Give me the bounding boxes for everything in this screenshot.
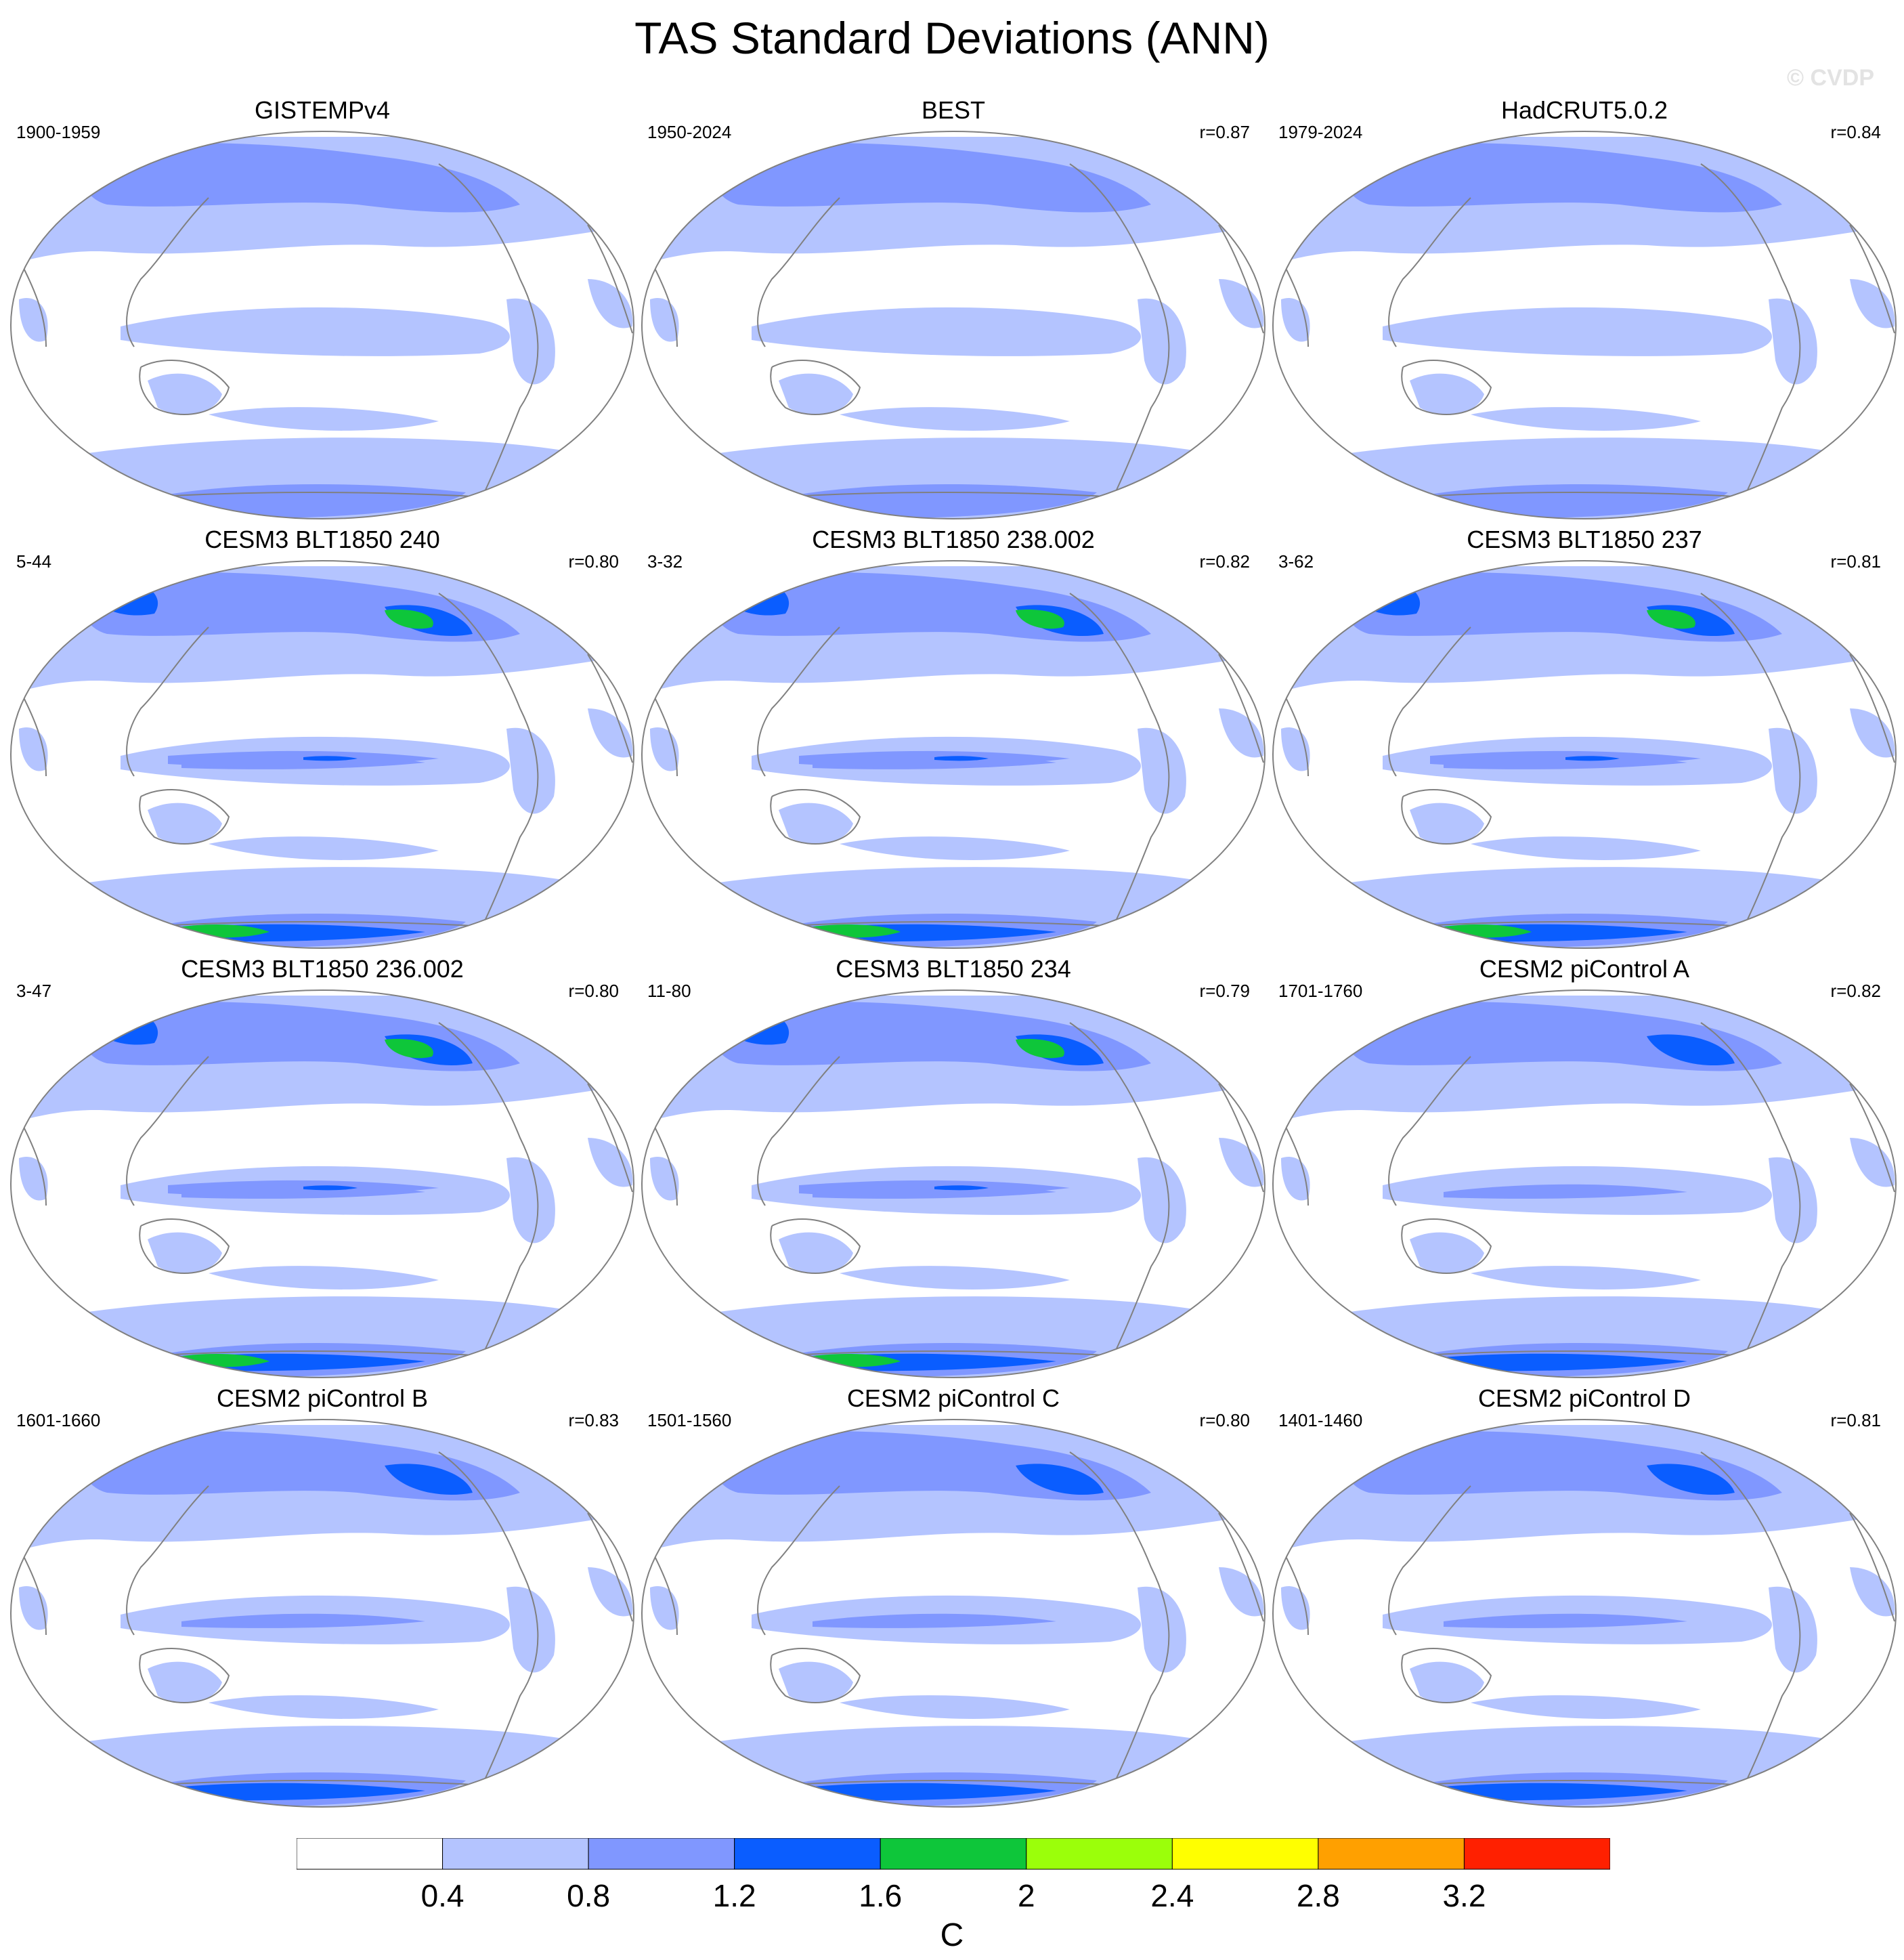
colorbar	[297, 1838, 1610, 1870]
robinson-map	[10, 989, 634, 1378]
colorbar-units: C	[940, 1917, 964, 1953]
panel-title: GISTEMPv4	[254, 96, 391, 124]
robinson-map	[10, 1419, 634, 1808]
panel-years: 1950-2024	[647, 122, 732, 142]
colorbar-swatch	[588, 1838, 735, 1870]
colorbar-tick-label: 1.6	[859, 1878, 903, 1913]
panel-title: CESM3 BLT1850 240	[204, 526, 440, 553]
panel-correlation: r=0.80	[1199, 1410, 1250, 1430]
map-panel: CESM2 piControl D 1401-1460 r=0.81	[1268, 1384, 1901, 1815]
panel-title: CESM3 BLT1850 237	[1467, 526, 1702, 553]
colorbar-swatch	[1171, 1838, 1319, 1870]
colorbar-swatch	[442, 1838, 589, 1870]
colorbar-tick-label: 0.8	[567, 1878, 611, 1913]
map-panel: CESM3 BLT1850 240 5-44 r=0.80	[5, 526, 639, 956]
colorbar-swatch	[1026, 1838, 1173, 1870]
panel-correlation: r=0.81	[1830, 551, 1881, 572]
colorbar-swatch	[297, 1838, 443, 1870]
robinson-map	[641, 131, 1265, 519]
colorbar-tick-label: 0.4	[420, 1878, 464, 1913]
panel-title: CESM3 BLT1850 238.002	[812, 526, 1095, 553]
panel-years: 1900-1959	[16, 122, 101, 142]
colorbar-swatch	[734, 1838, 881, 1870]
colorbar-labels: 0.4 0.8 1.2 1.6 2 2.4 2.8 3.2	[297, 1877, 1610, 1918]
map-panel: BEST 1950-2024 r=0.87	[636, 96, 1270, 527]
colorbar-tick-label: 2	[1017, 1878, 1035, 1913]
panel-correlation: r=0.82	[1199, 551, 1250, 572]
panel-correlation: r=0.83	[568, 1410, 619, 1430]
robinson-map	[10, 131, 634, 519]
panel-correlation: r=0.84	[1830, 122, 1881, 142]
colorbar-tick-label: 2.8	[1296, 1878, 1340, 1913]
colorbar-tick-label: 1.2	[712, 1878, 756, 1913]
panel-title: CESM3 BLT1850 234	[836, 955, 1071, 983]
map-panel: CESM2 piControl C 1501-1560 r=0.80	[636, 1384, 1270, 1815]
panel-correlation: r=0.81	[1830, 1410, 1881, 1430]
panel-years: 5-44	[16, 551, 52, 572]
panel-title: CESM2 piControl B	[216, 1384, 429, 1412]
robinson-map	[1272, 560, 1897, 949]
panel-correlation: r=0.87	[1199, 122, 1250, 142]
map-panel: CESM3 BLT1850 234 11-80 r=0.79	[636, 955, 1270, 1386]
panel-years: 1701-1760	[1278, 981, 1363, 1001]
panel-years: 1501-1560	[647, 1410, 732, 1430]
panel-years: 1601-1660	[16, 1410, 101, 1430]
robinson-map	[641, 989, 1265, 1378]
panel-title: CESM2 piControl C	[846, 1384, 1060, 1412]
robinson-map	[641, 560, 1265, 949]
colorbar-swatch	[1463, 1838, 1610, 1870]
colorbar-tick-label: 2.4	[1150, 1878, 1194, 1913]
robinson-map	[1272, 1419, 1897, 1808]
cvdp-watermark: © CVDP	[1787, 65, 1874, 91]
panel-title: CESM2 piControl D	[1477, 1384, 1691, 1412]
panel-years: 3-62	[1278, 551, 1314, 572]
panel-title: CESM2 piControl A	[1479, 955, 1690, 983]
robinson-map	[10, 560, 634, 949]
map-panel: CESM2 piControl A 1701-1760 r=0.82	[1268, 955, 1901, 1386]
colorbar-swatch	[1318, 1838, 1465, 1870]
robinson-map	[641, 1419, 1265, 1808]
panel-title: CESM3 BLT1850 236.002	[181, 955, 464, 983]
colorbar-tick-label: 3.2	[1442, 1878, 1486, 1913]
robinson-map	[1272, 989, 1897, 1378]
panel-years: 3-32	[647, 551, 683, 572]
map-panel: CESM2 piControl B 1601-1660 r=0.83	[5, 1384, 639, 1815]
panel-correlation: r=0.79	[1199, 981, 1250, 1001]
panel-years: 1979-2024	[1278, 122, 1363, 142]
map-panel: GISTEMPv4 1900-1959	[5, 96, 639, 527]
panel-correlation: r=0.80	[568, 981, 619, 1001]
panel-years: 3-47	[16, 981, 52, 1001]
map-panel: CESM3 BLT1850 236.002 3-47 r=0.80	[5, 955, 639, 1386]
panel-title: BEST	[921, 96, 986, 124]
panel-correlation: r=0.82	[1830, 981, 1881, 1001]
map-panel: CESM3 BLT1850 237 3-62 r=0.81	[1268, 526, 1901, 956]
robinson-map	[1272, 131, 1897, 519]
map-panel: CESM3 BLT1850 238.002 3-32 r=0.82	[636, 526, 1270, 956]
map-panel: HadCRUT5.0.2 1979-2024 r=0.84	[1268, 96, 1901, 527]
figure-title: TAS Standard Deviations (ANN)	[634, 13, 1270, 63]
colorbar-swatch	[880, 1838, 1027, 1870]
panel-correlation: r=0.80	[568, 551, 619, 572]
panel-years: 11-80	[647, 981, 691, 1001]
panel-title: HadCRUT5.0.2	[1500, 96, 1668, 124]
panel-years: 1401-1460	[1278, 1410, 1363, 1430]
